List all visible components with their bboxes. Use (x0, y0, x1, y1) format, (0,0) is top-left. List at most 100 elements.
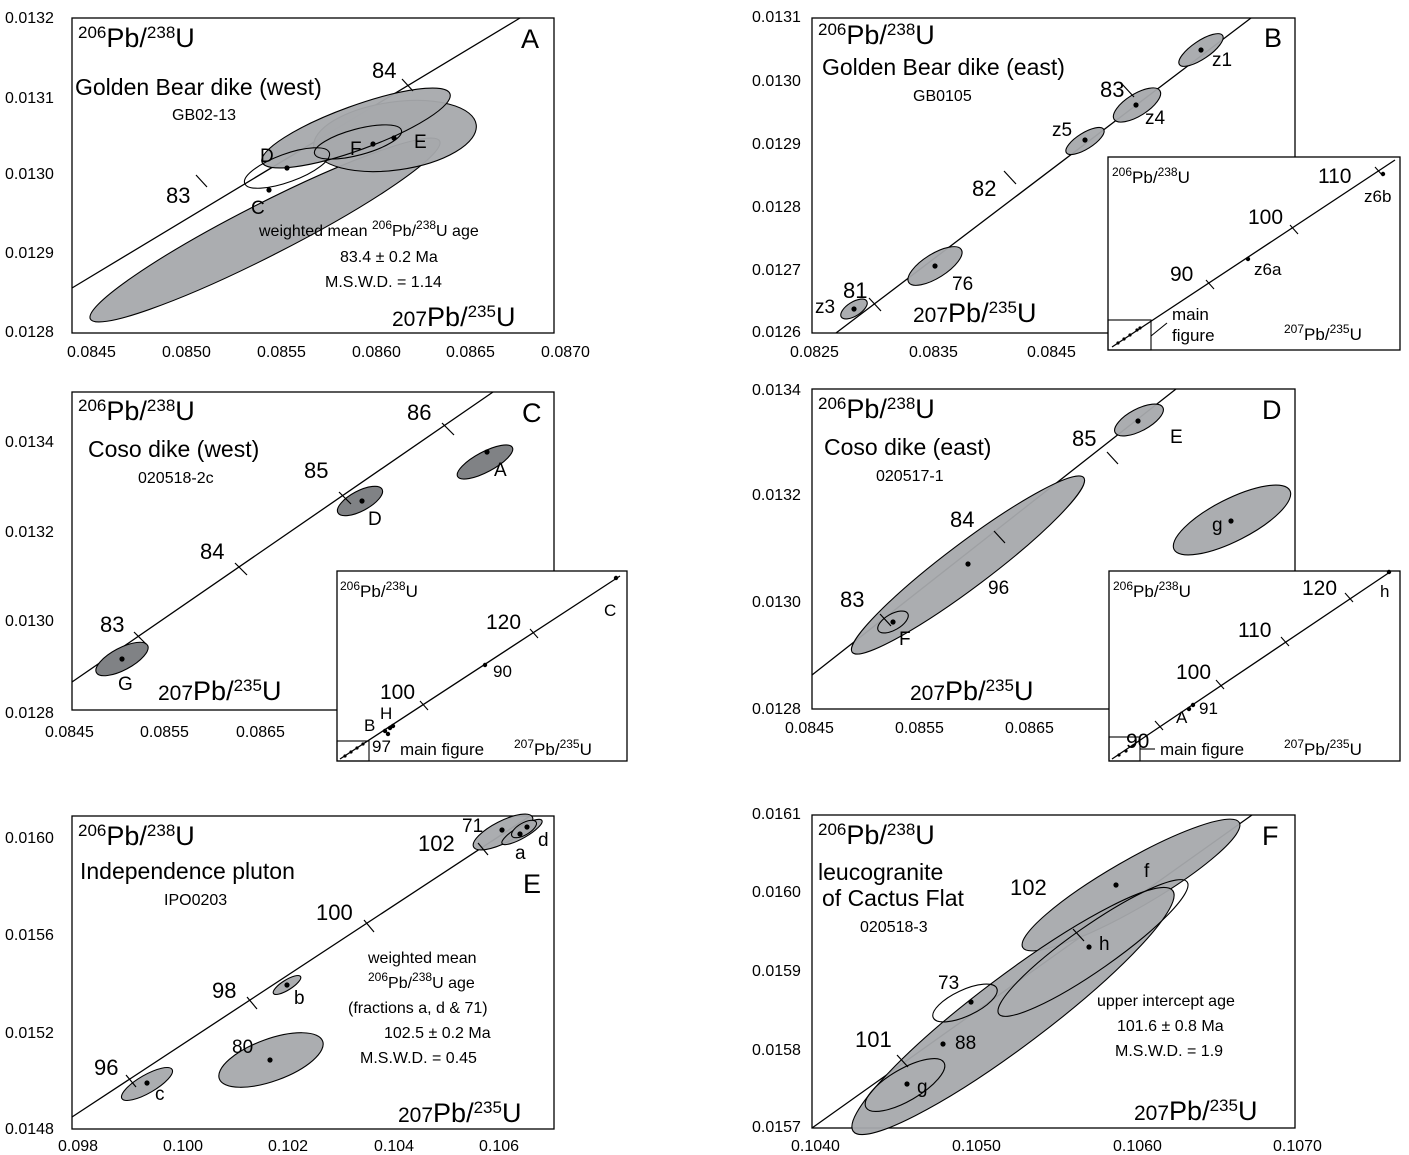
panel-a-y-axis-label: 206Pb/238U (78, 23, 195, 54)
panel-f-x-tick-0.1050: 0.1050 (952, 1138, 1001, 1155)
panel-d-y-axis-label: 206Pb/238U (818, 394, 935, 425)
panel-a-sample: GB02-13 (172, 107, 236, 124)
panel-e-frame (71, 815, 555, 1130)
panel-d-x-axis-label: 207Pb/235U (910, 676, 1033, 707)
panel-c-ellipse-A (456, 444, 514, 480)
panel-b: z1 z4 z5 76 z3 81 82 83 206Pb/238U 207Pb… (752, 9, 1401, 361)
panel-f-note-line2: 101.6 ± 0.8 Ma (1117, 1018, 1224, 1035)
panel-a-y-tick-0.0128: 0.0128 (5, 324, 54, 341)
panel-b-point-76 (932, 263, 938, 269)
panel-f-point-g (904, 1081, 910, 1087)
panel-d-inset-point-A (1186, 706, 1192, 712)
panel-e-y-tick-0.0148: 0.0148 (5, 1121, 54, 1138)
panel-a-note-line2: 83.4 ± 0.2 Ma (340, 249, 438, 266)
panel-c-inset-point-B (382, 728, 388, 734)
panel-a-frame (71, 17, 555, 334)
panel-b-frac-label-z5: z5 (1052, 120, 1072, 141)
panel-d-x-tick-0.0865: 0.0865 (1005, 720, 1054, 737)
panel-a-y-axis-ticks: 0.0132 0.0131 0.0130 0.0129 0.0128 (5, 10, 54, 341)
panel-c-x-tick-0.0865: 0.0865 (236, 724, 285, 741)
panel-c-inset-age-120: 120 (486, 611, 521, 634)
panel-a-x-tick-0.0865: 0.0865 (446, 344, 495, 361)
panel-f-y-tick-0.0159: 0.0159 (752, 963, 801, 980)
panel-d-age-label-84: 84 (950, 507, 974, 532)
panel-d-inset-tick-110 (1280, 636, 1290, 647)
panel-b-title: Golden Bear dike (east) (822, 54, 1065, 80)
panel-b-inset-dot-2 (1122, 337, 1126, 341)
panel-a: 83 84 D C F E 206Pb/238U 207Pb/235U A Go… (5, 10, 590, 361)
panel-d-x-axis-ticks: 0.0845 0.0855 0.0865 (785, 720, 1054, 737)
panel-d-inset-dot-3 (1131, 744, 1135, 748)
panel-b-y-tick-0.0127: 0.0127 (752, 262, 801, 279)
panel-c-frame (71, 391, 555, 711)
panel-f-y-tick-0.0160: 0.0160 (752, 884, 801, 901)
panel-f-ellipse-h (851, 886, 1175, 1136)
panel-d-letter: D (1262, 395, 1282, 425)
panel-c-letter: C (522, 398, 542, 428)
panel-a-age-tick-83 (195, 174, 208, 188)
panel-d-inset-dot-1 (1117, 753, 1121, 757)
panel-b-x-tick-0.0825: 0.0825 (790, 344, 839, 361)
panel-d-sample: 020517-1 (876, 468, 944, 485)
panel-d-y-tick-0.0130: 0.0130 (752, 594, 801, 611)
panel-c-age-label-83: 83 (100, 612, 124, 637)
panel-d-inset-y-axis-label: 206Pb/238U (1113, 579, 1191, 601)
panel-a-x-tick-0.0850: 0.0850 (162, 344, 211, 361)
panel-b-inset: 90 100 110 z6a z6b main figure 206Pb/238… (1107, 156, 1401, 351)
panel-b-y-axis-ticks: 0.0131 0.0130 0.0129 0.0128 0.0127 0.012… (752, 9, 801, 341)
panel-d-frame (811, 388, 1296, 710)
panel-b-inset-y-axis-label: 206Pb/238U (1112, 165, 1190, 187)
panel-c-inset-dot-4 (361, 742, 365, 746)
panel-b-x-axis-label: 207Pb/235U (913, 298, 1036, 329)
panel-b-inset-note-main: main (1172, 305, 1209, 324)
panel-e-age-tick-96 (125, 1074, 137, 1088)
panel-f-note-line3: M.S.W.D. = 1.9 (1115, 1043, 1223, 1060)
panel-d-y-tick-0.0132: 0.0132 (752, 487, 801, 504)
panel-c-age-tick-84 (234, 562, 248, 576)
panel-b-age-label-81: 81 (843, 278, 867, 303)
panel-b-inset-dot-4 (1135, 328, 1139, 332)
panel-d-inset-age-100: 100 (1176, 661, 1211, 684)
panel-a-y-tick-0.0131: 0.0131 (5, 90, 54, 107)
panel-a-frac-label-E: E (414, 132, 427, 153)
panel-e-point-c (144, 1080, 150, 1086)
panel-d-ellipse-F (877, 610, 909, 634)
panel-a-age-label-83: 83 (166, 183, 190, 208)
panel-d-inset-frac-h: h (1380, 582, 1389, 601)
panel-d-x-tick-0.0845: 0.0845 (785, 720, 834, 737)
panel-c-inset-point-97 (385, 731, 391, 737)
panel-f-ellipse-g (864, 1058, 946, 1112)
panel-e-x-tick-0.100: 0.100 (163, 1138, 203, 1155)
panel-f-ellipse-73 (932, 983, 998, 1023)
panel-a-x-axis-label: 207Pb/235U (392, 302, 515, 333)
panel-c: A D G 83 84 85 86 206Pb/238U 207Pb/235U … (5, 391, 628, 762)
panel-b-concordia (835, 17, 1252, 334)
panel-e-x-axis-label: 207Pb/235U (398, 1098, 521, 1129)
panel-f-note-line1: upper intercept age (1097, 993, 1235, 1010)
panel-c-inset-point-H2 (390, 723, 396, 729)
panel-b-y-tick-0.0128: 0.0128 (752, 199, 801, 216)
panel-a-x-tick-0.0860: 0.0860 (352, 344, 401, 361)
panel-c-y-tick-0.0134: 0.0134 (5, 434, 54, 451)
panel-d-inset-point-h (1386, 569, 1392, 575)
panel-a-letter: A (521, 24, 539, 54)
panel-f-ellipse-h-outline (997, 879, 1189, 1017)
panel-f-sample: 020518-3 (860, 919, 928, 936)
panel-e-frac-label-b: b (294, 988, 305, 1009)
panel-c-inset: 100 120 C 90 H B 97 main figure 206Pb/23… (336, 570, 628, 762)
panel-f-age-label-101: 101 (855, 1027, 892, 1052)
panel-d-title: Coso dike (east) (824, 434, 991, 460)
panel-c-age-tick-83 (133, 631, 147, 645)
panel-f-point-h (1086, 944, 1092, 950)
panel-e-note-line5: M.S.W.D. = 0.45 (360, 1050, 477, 1067)
panel-d-point-96 (965, 561, 971, 567)
panel-a-note-line3: M.S.W.D. = 1.14 (325, 274, 442, 291)
panel-d-inset-age-110: 110 (1238, 619, 1271, 642)
panel-b-y-axis-label: 206Pb/238U (818, 20, 935, 51)
panel-a-age-tick-84 (401, 78, 414, 92)
panel-d-point-E (1135, 418, 1141, 424)
panel-e-frac-label-d: d (538, 830, 549, 851)
panel-b-inset-tick-90 (1205, 279, 1215, 290)
panel-b-inset-point-z6a (1245, 256, 1251, 262)
panel-e-age-tick-98 (246, 996, 258, 1010)
